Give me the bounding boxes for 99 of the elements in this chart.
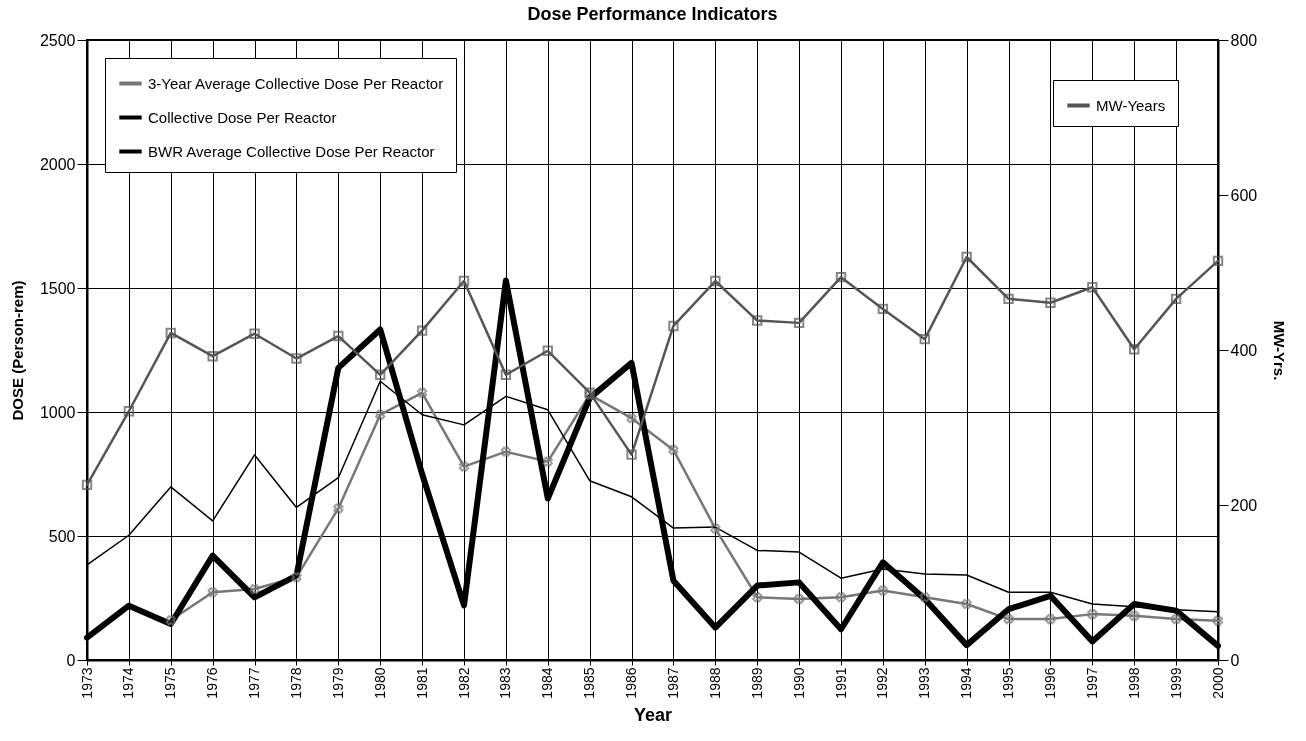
point: [165, 327, 176, 339]
point: [1087, 608, 1098, 620]
y-tick-label: 2000: [39, 155, 76, 173]
point: [458, 275, 470, 287]
point: [668, 320, 679, 332]
x-tick-label: 1990: [790, 667, 807, 699]
x-tick-label: 1987: [664, 667, 681, 699]
point: [835, 592, 847, 603]
y-tick-label: 1500: [39, 279, 76, 297]
point: [793, 593, 805, 605]
point: [877, 585, 889, 596]
legend-label: Collective Dose Per Reactor: [148, 108, 337, 126]
point: [81, 479, 93, 491]
x-tick-label: 1994: [958, 667, 975, 699]
point: [1003, 293, 1014, 305]
point: [626, 413, 637, 424]
legend-label: MW-Years: [1096, 96, 1166, 114]
point: [333, 330, 344, 342]
point: [1003, 613, 1014, 625]
point: [500, 446, 512, 457]
point: [668, 444, 679, 456]
point: [291, 353, 302, 364]
point: [1212, 615, 1224, 626]
point: [165, 615, 176, 626]
point: [333, 503, 344, 514]
point: [249, 328, 260, 339]
point: [1129, 344, 1140, 355]
point: [542, 345, 553, 356]
y2-tick-label: 800: [1230, 31, 1258, 49]
x-tick-label: 1973: [78, 667, 95, 699]
x-tick-label: 1998: [1125, 667, 1142, 699]
x-tick-label: 1984: [539, 667, 556, 699]
x-tick-label: 1992: [874, 667, 891, 699]
point: [626, 449, 637, 460]
point: [123, 406, 135, 417]
x-tick-label: 1985: [581, 667, 598, 699]
point: [500, 369, 512, 380]
point: [542, 456, 553, 467]
x-tick-label: 1995: [1000, 667, 1017, 699]
x-tick-label: 1975: [162, 667, 179, 699]
point: [1170, 613, 1182, 625]
x-tick-label: 1997: [1083, 667, 1100, 699]
point: [207, 351, 218, 362]
x-tick-label: 1988: [706, 667, 723, 699]
x-tick-label: 1979: [329, 667, 346, 699]
x-tick-label: 1989: [748, 667, 765, 699]
y2-tick-label: 400: [1230, 341, 1258, 359]
x-tick-label: 1983: [497, 667, 514, 699]
x-tick-label: 2000: [1209, 667, 1226, 699]
point: [207, 587, 218, 598]
point: [291, 572, 302, 583]
point: [835, 271, 847, 283]
y2-tick-label: 0: [1230, 651, 1240, 669]
x-tick-label: 1996: [1041, 667, 1058, 699]
point: [1087, 282, 1098, 293]
point: [877, 303, 889, 315]
x-tick-label: 1993: [916, 667, 933, 699]
point: [458, 461, 470, 472]
point: [416, 387, 428, 399]
point: [1129, 610, 1140, 621]
point: [919, 592, 930, 603]
y-axis-title: DOSE (Person-rem): [8, 280, 26, 421]
x-tick-label: 1977: [246, 667, 263, 699]
point: [752, 592, 763, 603]
x-tick-label: 1974: [120, 667, 137, 699]
y-tick-label: 0: [66, 651, 76, 669]
point: [375, 409, 386, 420]
y-tick-label: 2500: [39, 31, 76, 49]
y2-tick-label: 600: [1230, 186, 1258, 204]
point: [710, 523, 721, 534]
x-tick-label: 1999: [1167, 667, 1184, 699]
y2-tick-label: 200: [1230, 496, 1258, 514]
point: [375, 369, 386, 380]
point: [416, 325, 428, 336]
x-tick-label: 1978: [287, 667, 304, 699]
x-tick-label: 1976: [204, 667, 221, 699]
x-axis-title: Year: [633, 704, 673, 725]
legend-label: BWR Average Collective Dose Per Reactor: [148, 142, 435, 160]
point: [1170, 293, 1182, 305]
x-tick-label: 1991: [832, 667, 849, 699]
y-tick-label: 1000: [39, 403, 76, 421]
point: [961, 251, 972, 263]
y-tick-label: 500: [48, 527, 76, 545]
point: [710, 275, 721, 287]
point: [793, 317, 805, 329]
y2-axis-title: MW-Yrs.: [1271, 320, 1289, 381]
x-tick-label: 1986: [623, 667, 640, 699]
x-tick-label: 1982: [455, 667, 472, 699]
chart-title: Dose Performance Indicators: [527, 4, 778, 24]
point: [1212, 255, 1224, 267]
point: [752, 315, 763, 326]
x-tick-label: 1980: [371, 667, 388, 699]
point: [249, 583, 260, 595]
legend-label: 3-Year Average Collective Dose Per Reactor: [148, 74, 444, 92]
point: [1045, 297, 1056, 308]
x-tick-label: 1981: [413, 667, 430, 699]
point: [961, 598, 972, 610]
point: [1045, 613, 1056, 625]
point: [919, 333, 930, 345]
